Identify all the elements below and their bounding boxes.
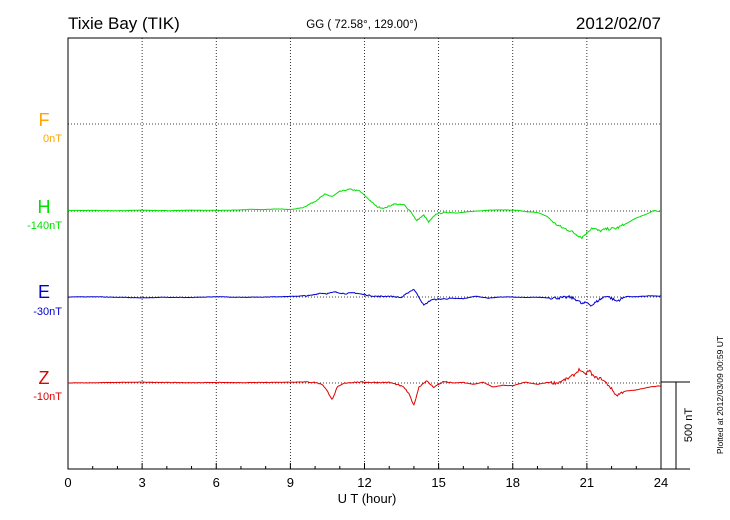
series-line-z [68,367,662,406]
series-baseline-e: -30nT [33,306,62,318]
chart-date: 2012/02/07 [576,14,661,33]
x-tick-label: 15 [431,475,445,490]
series-label-f: F [39,110,50,130]
x-axis-ticks: 0 3 6 9 12 15 18 21 24 [64,463,668,490]
x-axis-label: U T (hour) [338,491,397,506]
x-tick-label: 3 [139,475,146,490]
x-tick-label: 9 [287,475,294,490]
series-label-e: E [38,282,50,302]
station-title: Tixie Bay (TIK) [68,14,180,33]
scale-bar-label: 500 nT [683,408,695,443]
series-label-h: H [38,197,51,217]
plotted-note: Plotted at 2012/03/09 00:59 UT [715,336,725,454]
grid-lines [68,38,661,469]
series-line-e [67,288,661,307]
series-label-z: Z [39,368,50,388]
x-tick-label: 6 [213,475,220,490]
station-coords: GG ( 72.58°, 129.00°) [306,19,418,31]
x-tick-label: 18 [506,475,520,490]
series-baseline-z: -10nT [33,391,62,403]
scale-bar [661,381,690,470]
x-tick-label: 0 [64,475,71,490]
series-lines [67,188,662,406]
x-tick-label: 12 [357,475,371,490]
series-baseline-h: -140nT [27,220,62,232]
x-tick-label: 21 [580,475,594,490]
x-tick-label: 24 [654,475,668,490]
series-line-h [67,188,662,240]
series-baseline-f: 0nT [43,133,62,145]
